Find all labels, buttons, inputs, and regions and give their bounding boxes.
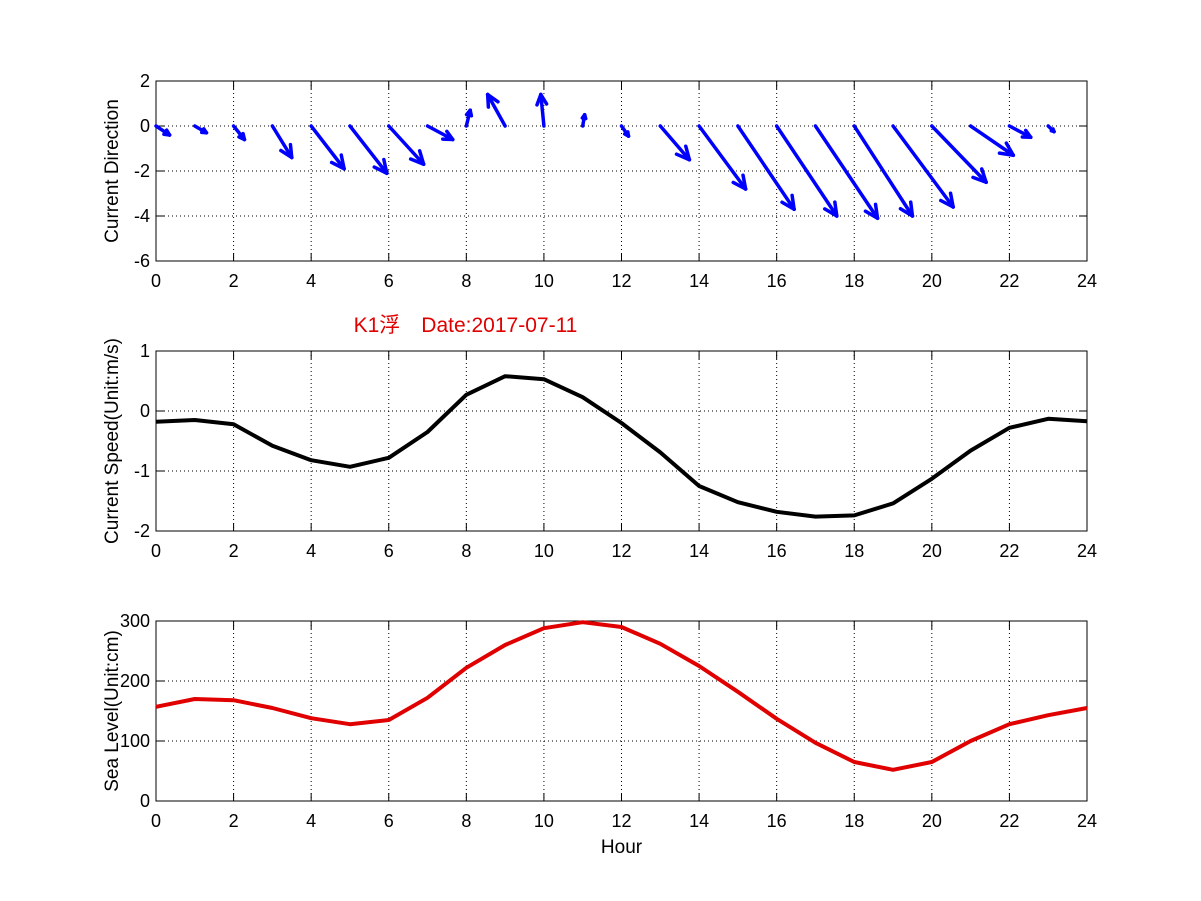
x-tick-label: 20: [922, 271, 942, 291]
x-tick-label: 2: [229, 811, 239, 831]
x-tick-label: 6: [384, 271, 394, 291]
x-tick-label: 6: [384, 811, 394, 831]
direction-arrow: [425, 124, 455, 142]
x-tick-label: 4: [306, 811, 316, 831]
x-tick-label: 14: [689, 811, 709, 831]
x-tick-label: 0: [151, 811, 161, 831]
plot-frame: [155, 620, 1088, 802]
y-tick-label: -2: [134, 161, 150, 181]
x-tick-label: 12: [611, 811, 631, 831]
direction-arrow: [658, 124, 692, 162]
x-tick-label: 20: [922, 811, 942, 831]
x-tick-label: 10: [534, 271, 554, 291]
x-tick-label: 2: [229, 541, 239, 561]
y-tick-label: -1: [134, 461, 150, 481]
x-tick-label: 6: [384, 541, 394, 561]
direction-arrow: [1007, 124, 1033, 139]
direction-arrow: [464, 108, 474, 128]
x-tick-label: 10: [534, 541, 554, 561]
y-tick-label: 0: [140, 116, 150, 136]
y-tick-label: 0: [140, 401, 150, 421]
y-axis-label: Current Speed(Unit:m/s): [102, 338, 123, 544]
direction-arrow: [154, 124, 172, 137]
direction-arrow: [231, 124, 247, 142]
x-tick-label: 16: [767, 811, 787, 831]
x-tick-label: 8: [461, 811, 471, 831]
y-tick-label: 200: [120, 671, 150, 691]
y-tick-label: -6: [134, 251, 150, 271]
x-tick-label: 24: [1077, 271, 1097, 291]
x-tick-label: 18: [844, 271, 864, 291]
x-tick-label: 18: [844, 541, 864, 561]
x-tick-label: 8: [461, 541, 471, 561]
x-tick-label: 18: [844, 811, 864, 831]
plot-frame: [155, 80, 1088, 262]
x-tick-label: 14: [689, 271, 709, 291]
direction-arrow: [485, 92, 507, 128]
x-tick-label: 22: [999, 811, 1019, 831]
x-tick-label: 22: [999, 271, 1019, 291]
x-tick-label: 22: [999, 541, 1019, 561]
direction-arrow: [348, 124, 389, 175]
x-tick-label: 12: [611, 271, 631, 291]
direction-arrow: [619, 124, 631, 138]
x-tick-label: 16: [767, 541, 787, 561]
x-tick-label: 12: [611, 541, 631, 561]
chart-title: K1浮 Date:2017-07-11: [354, 314, 578, 337]
x-tick-label: 0: [151, 271, 161, 291]
x-tick-label: 24: [1077, 541, 1097, 561]
y-tick-label: 0: [140, 791, 150, 811]
direction-arrow: [580, 113, 588, 128]
y-tick-label: -2: [134, 521, 150, 541]
direction-arrow: [309, 124, 346, 171]
series-line: [155, 620, 1088, 772]
direction-arrow: [697, 124, 748, 191]
y-tick-label: 2: [140, 71, 150, 91]
x-tick-label: 16: [767, 271, 787, 291]
direction-arrow: [193, 124, 209, 135]
y-tick-label: 1: [140, 341, 150, 361]
x-tick-label: 8: [461, 271, 471, 291]
x-tick-label: 24: [1077, 811, 1097, 831]
direction-arrow: [774, 124, 839, 218]
direction-arrow: [852, 124, 915, 218]
plot-frame: [155, 350, 1088, 532]
x-tick-label: 0: [151, 541, 161, 561]
x-tick-label: 20: [922, 541, 942, 561]
x-tick-label: 4: [306, 271, 316, 291]
y-tick-label: 300: [120, 611, 150, 631]
x-tick-label: 4: [306, 541, 316, 561]
direction-arrow: [891, 124, 955, 209]
x-tick-label: 2: [229, 271, 239, 291]
y-axis-label: Current Direction: [102, 99, 123, 243]
x-tick-label: 10: [534, 811, 554, 831]
y-axis-label: Sea Level(Unit:cm): [102, 630, 123, 792]
direction-arrow: [736, 124, 796, 211]
direction-arrow: [968, 124, 1016, 157]
x-tick-label: 14: [689, 541, 709, 561]
direction-arrow: [1046, 124, 1056, 134]
y-tick-label: -4: [134, 206, 150, 226]
direction-arrow: [387, 124, 426, 166]
x-axis-label: Hour: [601, 837, 643, 858]
direction-arrow: [813, 124, 880, 220]
direction-arrow: [535, 92, 549, 128]
y-tick-label: 100: [120, 731, 150, 751]
direction-arrow: [930, 124, 988, 184]
direction-arrow: [270, 124, 294, 160]
